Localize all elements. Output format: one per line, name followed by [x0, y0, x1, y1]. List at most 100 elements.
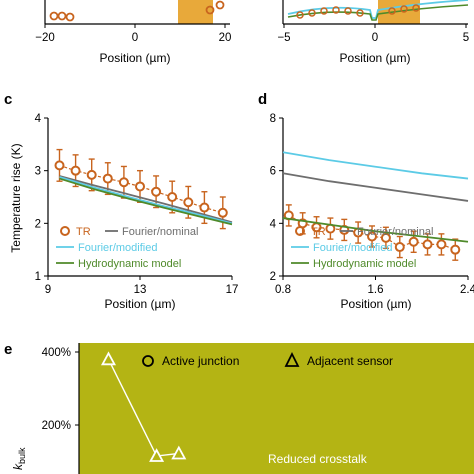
- panel-c-xtick-label: 9: [45, 284, 51, 296]
- panel-b-data-point: [320, 7, 328, 15]
- panel-b-data-point: [400, 5, 408, 13]
- panel-e-ytick-label: 200%: [42, 420, 71, 432]
- panel-c-series-fourier-modified: [59, 176, 233, 225]
- panel-c-data-point: [199, 202, 210, 213]
- panel-b-data-point: [308, 9, 316, 17]
- panel-e-legend: Active junction Adjacent sensor: [142, 351, 393, 368]
- panel-b-data-point: [332, 6, 340, 14]
- legend-label-adjacent-sensor: Adjacent sensor: [307, 354, 393, 368]
- panel-label-d: d: [258, 91, 267, 108]
- panel-c-ytick-label: 1: [35, 271, 41, 283]
- panel-c-data-point: [183, 197, 194, 208]
- panel-e-ticks: 200% 400%: [42, 347, 79, 432]
- panel-d-data-point: [394, 242, 405, 253]
- panel-a-data-point: [65, 12, 75, 22]
- legend-marker-active-junction: [142, 355, 154, 367]
- legend-label-fourier-nominal: Fourier/nominal: [357, 226, 433, 238]
- panel-d-ytick-label: 8: [270, 113, 276, 125]
- panel-b-data-point: [344, 7, 352, 15]
- panel-d-data-point: [422, 239, 433, 250]
- panel-c-xtick-label: 13: [134, 284, 147, 296]
- panel-e-data-point: [100, 351, 117, 366]
- panel-c-ticks: 1 2 3 4 9 13 17: [35, 113, 239, 296]
- panel-e-series: [100, 351, 187, 462]
- legend-label-tr: TR: [311, 226, 326, 238]
- legend-label-fourier-modified: Fourier/modified: [313, 242, 392, 254]
- panel-e-ylabel: kbulk: [11, 447, 27, 470]
- panel-a-data-point: [215, 0, 225, 10]
- panel-c: c Temperature rise (K) 1 2 3 4 9 13 17 Positio…: [4, 91, 238, 311]
- legend-label-hydrodynamic: Hydrodynamic model: [313, 258, 416, 270]
- panel-d-data-point: [367, 231, 378, 242]
- legend-label-fourier-modified: Fourier/modified: [78, 242, 157, 254]
- panel-c-series: [54, 148, 233, 230]
- panel-a-xtick-label: −20: [35, 32, 55, 44]
- legend-label-tr: TR: [76, 226, 91, 238]
- legend-label-fourier-nominal: Fourier/nominal: [122, 226, 198, 238]
- panel-b-data-point: [356, 9, 364, 17]
- panel-b-strip: −5 0 5 Position (µm): [277, 0, 469, 65]
- legend-marker-tr: [295, 226, 305, 236]
- panel-d-xlabel: Position (µm): [341, 297, 412, 311]
- panel-d-series: [282, 151, 469, 261]
- panel-c-data-point: [102, 173, 113, 184]
- panel-c-data-point: [167, 192, 178, 202]
- panel-c-data-point: [151, 186, 162, 197]
- panel-b-curve-fourier-modified: [287, 0, 469, 19]
- panel-c-ylabel: Temperature rise (K): [9, 143, 23, 252]
- panel-e-data-point: [149, 448, 165, 462]
- panel-b-xtick-label: 5: [463, 32, 469, 44]
- panel-c-data-point: [135, 181, 145, 192]
- panel-e-annotation: Reduced crosstalk: [268, 452, 368, 466]
- panel-d-ytick-label: 2: [270, 271, 276, 283]
- panel-d-series-fourier-nominal: [282, 172, 469, 202]
- panel-d-xtick-label: 1.6: [368, 284, 384, 296]
- panel-d-ticks: 2 4 6 8 0.8 1.6 2.4: [270, 113, 474, 296]
- panel-d-ytick-label: 4: [270, 218, 277, 230]
- panel-b-xlabel: Position (µm): [340, 51, 411, 65]
- panel-a-data-point: [205, 5, 215, 15]
- legend-marker-adjacent-sensor: [284, 351, 300, 367]
- panel-c-xtick-label: 17: [226, 284, 239, 296]
- panel-d-xtick-label: 2.4: [460, 284, 474, 296]
- panel-c-ytick-label: 3: [35, 166, 41, 178]
- panel-a-xtick-label: 20: [219, 32, 232, 44]
- panel-e: e 200% 400% kbulk Active junction Adjacen…: [4, 341, 474, 474]
- panel-c-series-hydrodynamic-model: [59, 177, 233, 226]
- panel-d: d 2 4 6 8 0.8 1.6 2.4 Position (µm) TR Fourier…: [258, 91, 474, 311]
- panel-d-ytick-label: 6: [270, 166, 276, 178]
- panel-b-data-point: [412, 4, 420, 12]
- panel-c-data-point: [118, 177, 129, 188]
- panel-a-xtick-label: 0: [132, 32, 138, 44]
- panel-d-series-hydrodynamic-model: [282, 217, 469, 243]
- panel-c-data-point: [70, 165, 81, 176]
- panel-c-ytick-label: 4: [35, 113, 42, 125]
- panel-d-data-point: [380, 232, 391, 243]
- panel-d-series-fourier-modified: [282, 151, 469, 180]
- panel-d-data-point: [408, 236, 419, 247]
- panel-c-data-point: [217, 207, 228, 218]
- panel-b-curve-hydrodynamic: [287, 4, 469, 21]
- panel-c-legend: TR Fourier/nominal Fourier/modified Hydr…: [56, 226, 198, 270]
- legend-marker-tr: [60, 226, 70, 236]
- panel-a-data-point: [57, 11, 67, 21]
- panel-label-c: c: [4, 91, 12, 108]
- panel-b-xtick-label: −5: [277, 32, 290, 44]
- panel-c-series-fourier-nominal: [59, 175, 233, 224]
- panel-label-e: e: [4, 341, 12, 358]
- panel-e-ytick-label: 400%: [42, 347, 71, 359]
- panel-d-data-point: [450, 244, 461, 255]
- panel-b-xtick-label: 0: [372, 32, 378, 44]
- legend-label-active-junction: Active junction: [162, 354, 239, 368]
- panel-d-data-point: [436, 239, 447, 250]
- panel-b-data-point: [388, 7, 396, 15]
- panel-a-xlabel: Position (µm): [100, 51, 171, 65]
- panel-a-data-point: [49, 11, 59, 21]
- panel-e-data-point: [171, 445, 187, 460]
- panel-c-ytick-label: 2: [35, 218, 41, 230]
- legend-label-hydrodynamic: Hydrodynamic model: [78, 258, 181, 270]
- panel-d-xtick-label: 0.8: [275, 284, 291, 296]
- panel-a-strip: −20 0 20 Position (µm): [35, 0, 231, 65]
- panel-b-data-point: [296, 11, 304, 19]
